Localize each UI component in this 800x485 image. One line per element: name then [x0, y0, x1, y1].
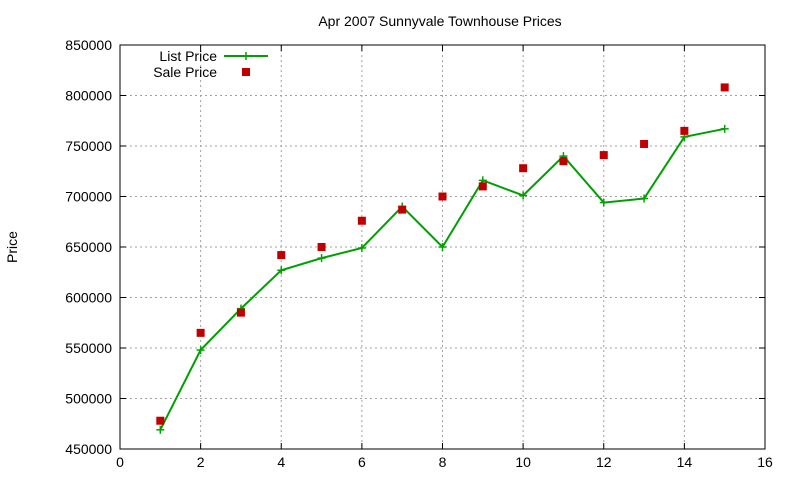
x-tick-label: 12: [596, 454, 612, 470]
data-point: [277, 251, 286, 260]
data-point: [519, 191, 528, 200]
data-point: [478, 182, 487, 191]
x-tick-label: 16: [757, 454, 773, 470]
y-axis-label: Price: [4, 231, 20, 263]
chart-title: Apr 2007 Sunnyvale Townhouse Prices: [318, 13, 561, 29]
series-line: [159, 127, 725, 431]
y-tick-label: 750000: [65, 138, 112, 154]
legend-marker: [242, 52, 250, 60]
legend-label: List Price: [159, 48, 217, 64]
data-point: [640, 139, 649, 148]
x-tick-label: 2: [197, 454, 205, 470]
data-point: [519, 164, 528, 173]
data-point: [438, 243, 447, 251]
y-tick-label: 500000: [65, 391, 112, 407]
legend-label: Sale Price: [153, 64, 217, 80]
x-tick-label: 4: [277, 454, 285, 470]
series-sale-price: [156, 83, 729, 425]
y-tick-label: 850000: [65, 37, 112, 53]
data-point: [559, 157, 568, 166]
data-point: [317, 243, 326, 251]
y-tick-label: 650000: [65, 239, 112, 255]
legend-marker: [242, 68, 250, 76]
data-point: [720, 124, 729, 133]
data-point: [317, 254, 326, 263]
data-point: [156, 416, 165, 425]
data-point: [236, 308, 245, 317]
x-tick-label: 14: [677, 454, 693, 470]
data-point: [680, 126, 689, 135]
data-point: [438, 192, 447, 201]
y-tick-label: 450000: [65, 441, 112, 457]
data-point: [196, 346, 205, 355]
data-point: [196, 328, 205, 337]
y-tick-label: 700000: [65, 189, 112, 205]
axes: 0 2 4 6 8 10 12 14 16 450000 500000 550000 600000 650…: [65, 37, 773, 470]
x-tick-label: 0: [116, 454, 124, 470]
data-point: [357, 244, 366, 253]
y-tick-label: 600000: [65, 290, 112, 306]
y-tick-label: 550000: [65, 340, 112, 356]
data-point: [277, 266, 286, 275]
data-point: [640, 194, 649, 203]
data-point: [398, 205, 407, 214]
data-point: [357, 216, 366, 225]
x-tick-label: 8: [439, 454, 447, 470]
series: [156, 83, 729, 434]
data-point: [599, 151, 608, 160]
y-tick-label: 800000: [65, 88, 112, 104]
data-point: [599, 198, 608, 207]
x-tick-label: 10: [515, 454, 531, 470]
data-point: [720, 83, 729, 92]
x-tick-label: 6: [358, 454, 366, 470]
data-point: [156, 425, 165, 434]
